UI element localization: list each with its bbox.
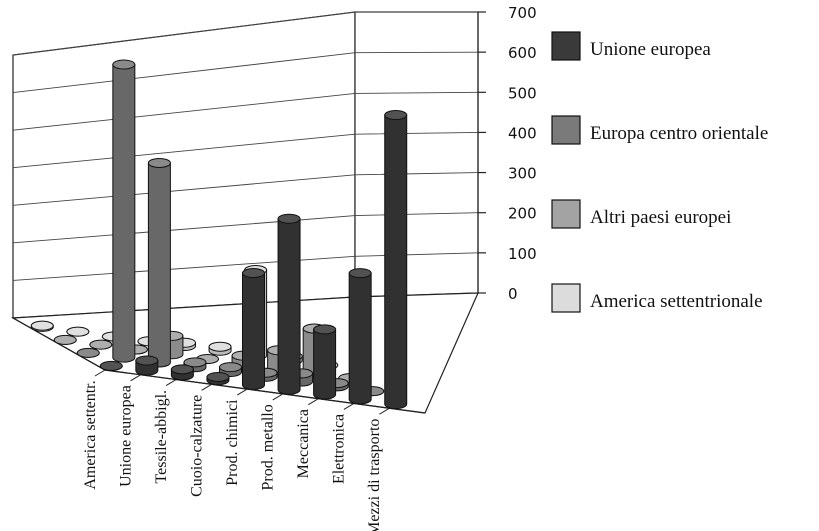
x-tick-mark xyxy=(201,383,212,391)
bar-body xyxy=(384,114,408,410)
bar-body xyxy=(147,162,171,368)
x-tick-mark xyxy=(379,407,390,415)
legend: Unione europea Europa centro orientale Alt… xyxy=(551,31,768,313)
bar xyxy=(147,157,171,368)
bar-top xyxy=(112,59,136,70)
bar-top xyxy=(53,334,77,345)
bar-body xyxy=(112,64,136,363)
y-tick-label: 600 xyxy=(508,44,537,62)
legend-label: Altri paesi europei xyxy=(590,207,731,228)
bar-top xyxy=(66,326,90,337)
bar-body xyxy=(348,272,372,405)
x-tick-label: Prod. metallo xyxy=(260,404,277,490)
bar xyxy=(135,355,159,376)
bar-top xyxy=(206,371,230,382)
bar-top xyxy=(170,364,194,375)
bar xyxy=(242,268,265,390)
x-tick-mark xyxy=(343,403,355,410)
y-tick-label: 700 xyxy=(508,4,537,22)
bar-body xyxy=(277,218,301,395)
y-tick-label: 500 xyxy=(508,84,537,102)
x-axis: America settentr. Unione europea Tessile-a… xyxy=(82,369,390,531)
bar xyxy=(53,334,77,345)
bar xyxy=(313,324,337,400)
bar xyxy=(76,347,100,358)
bar-top xyxy=(348,268,372,279)
gridline xyxy=(12,11,478,56)
bar-top xyxy=(30,320,54,331)
legend-swatch xyxy=(551,115,581,145)
x-tick-mark xyxy=(94,369,106,377)
legend-label: America settentrionale xyxy=(590,291,763,312)
legend-swatch xyxy=(551,31,581,61)
legend-label: Europa centro orientale xyxy=(590,123,768,144)
bar xyxy=(99,360,123,371)
bar-top xyxy=(183,357,207,368)
y-tick-label: 400 xyxy=(508,124,537,142)
x-tick-mark xyxy=(236,388,248,396)
legend-swatch xyxy=(551,283,581,313)
legend-label: Unione europea xyxy=(590,39,711,60)
bar xyxy=(208,341,232,356)
bar-top xyxy=(313,324,337,335)
x-tick-label: Meccanica xyxy=(295,409,312,478)
x-tick-mark xyxy=(165,379,177,386)
bar-top xyxy=(89,339,113,350)
y-axis: 0 100 200 300 400 500 600 700 xyxy=(477,4,537,303)
bar-top xyxy=(99,360,123,371)
bar-top xyxy=(208,341,232,352)
bar xyxy=(206,371,230,386)
x-tick-mark xyxy=(308,398,319,406)
y-tick-label: 0 xyxy=(508,285,518,303)
bar-body xyxy=(313,328,337,400)
bar xyxy=(89,339,113,350)
x-tick-mark xyxy=(130,374,141,382)
legend-swatch xyxy=(551,199,581,229)
bar xyxy=(277,213,301,395)
x-tick-label: Tessile-abbigl. xyxy=(153,390,170,484)
x-tick-label: Unione europea xyxy=(117,385,134,487)
bar-top xyxy=(277,213,301,224)
bar xyxy=(30,320,54,332)
y-tick-label: 200 xyxy=(508,205,537,223)
bar-top xyxy=(242,268,265,279)
bar-top xyxy=(384,110,408,121)
bar-top xyxy=(76,347,100,358)
bar xyxy=(170,364,194,381)
bar-top xyxy=(147,157,171,168)
back-wall-left xyxy=(12,11,356,319)
bar-top xyxy=(135,355,159,366)
y-tick-label: 100 xyxy=(508,245,537,263)
bar-body xyxy=(242,272,265,390)
bars xyxy=(30,59,408,410)
x-tick-label: Prod. chimici xyxy=(224,399,241,486)
bar-top xyxy=(219,362,242,373)
bar xyxy=(66,326,90,337)
x-tick-mark xyxy=(272,393,284,401)
x-tick-label: America settentr. xyxy=(82,380,99,489)
bar xyxy=(384,110,408,410)
bar xyxy=(348,268,372,405)
x-tick-label: Elettronica xyxy=(331,414,348,484)
bar xyxy=(112,59,136,363)
x-tick-label: Mezzi di trasporto xyxy=(366,419,383,531)
y-tick-label: 300 xyxy=(508,165,537,183)
x-tick-label: Cuoio-calzature xyxy=(188,395,205,497)
